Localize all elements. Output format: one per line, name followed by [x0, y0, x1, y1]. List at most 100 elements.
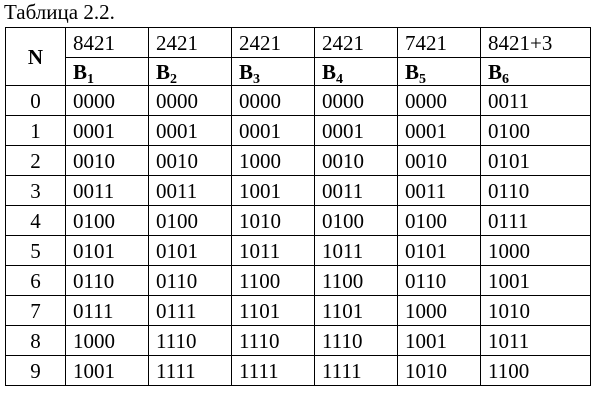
code-cell: 0111: [65, 295, 149, 326]
code-name-header: B4: [314, 57, 398, 86]
code-cell: 0111: [480, 205, 591, 236]
code-cell: 1011: [314, 235, 398, 266]
weight-header: 8421+3: [480, 27, 591, 58]
code-name-header: B1: [65, 57, 149, 86]
code-cell: 1100: [480, 355, 591, 386]
code-cell: 1110: [314, 325, 398, 356]
code-subscript: 4: [336, 71, 344, 86]
code-letter: B: [488, 59, 503, 84]
code-letter: B: [239, 59, 254, 84]
code-cell: 1111: [148, 355, 232, 386]
n-column-header: N: [5, 27, 66, 86]
table-row: 9 1001 1111 1111 1111 1010 1100: [5, 355, 591, 386]
code-cell: 1010: [397, 355, 481, 386]
row-number-cell: 8: [5, 325, 66, 356]
table-row: 5 0101 0101 1011 1011 0101 1000: [5, 235, 591, 266]
code-cell: 0100: [480, 115, 591, 146]
code-cell: 0011: [314, 175, 398, 206]
code-letter: B: [405, 59, 420, 84]
code-cell: 0001: [65, 115, 149, 146]
code-cell: 0011: [148, 175, 232, 206]
weight-header: 8421: [65, 27, 149, 58]
code-cell: 1111: [314, 355, 398, 386]
code-name-header: B5: [397, 57, 481, 86]
code-cell: 1110: [231, 325, 315, 356]
weight-header: 2421: [148, 27, 232, 58]
code-cell: 1010: [480, 295, 591, 326]
row-number-cell: 5: [5, 235, 66, 266]
code-cell: 1000: [480, 235, 591, 266]
code-subscript: 2: [170, 71, 178, 86]
code-subscript: 6: [502, 71, 510, 86]
row-number-cell: 3: [5, 175, 66, 206]
code-cell: 1110: [148, 325, 232, 356]
code-name-header: B2: [148, 57, 232, 86]
code-cell: 1101: [231, 295, 315, 326]
code-subscript: 1: [87, 71, 95, 86]
code-cell: 0100: [397, 205, 481, 236]
code-subscript: 3: [253, 71, 261, 86]
code-letter: B: [156, 59, 171, 84]
header-row-weights: N 8421 2421 2421 2421 7421 8421+3: [5, 27, 591, 86]
code-subscript: 5: [419, 71, 427, 86]
code-cell: 0000: [231, 85, 315, 116]
code-cell: 0000: [148, 85, 232, 116]
code-cell: 0001: [231, 115, 315, 146]
code-cell: 0000: [314, 85, 398, 116]
code-cell: 0101: [148, 235, 232, 266]
header-row-codes: B1 B2 B3 B4 B5 B6: [6, 57, 591, 86]
table-row: 3 0011 0011 1001 0011 0011 0110: [5, 175, 591, 206]
code-cell: 1100: [231, 265, 315, 296]
code-cell: 1000: [231, 145, 315, 176]
code-cell: 1000: [397, 295, 481, 326]
code-cell: 1100: [314, 265, 398, 296]
code-cell: 1101: [314, 295, 398, 326]
code-cell: 0000: [65, 85, 149, 116]
code-cell: 0010: [65, 145, 149, 176]
code-name-header: B3: [231, 57, 315, 86]
code-letter: B: [73, 59, 88, 84]
code-cell: 1011: [480, 325, 591, 356]
code-cell: 0010: [148, 145, 232, 176]
row-number-cell: 2: [5, 145, 66, 176]
code-cell: 0110: [148, 265, 232, 296]
table-row: 6 0110 0110 1100 1100 0110 1001: [5, 265, 591, 296]
code-cell: 0101: [65, 235, 149, 266]
code-cell: 0100: [148, 205, 232, 236]
code-cell: 0110: [480, 175, 591, 206]
row-number-cell: 9: [5, 355, 66, 386]
code-cell: 1001: [480, 265, 591, 296]
code-cell: 1001: [231, 175, 315, 206]
code-cell: 0010: [314, 145, 398, 176]
table-row: 2 0010 0010 1000 0010 0010 0101: [5, 145, 591, 176]
code-letter: B: [322, 59, 337, 84]
code-cell: 1111: [231, 355, 315, 386]
code-cell: 0101: [480, 145, 591, 176]
code-cell: 1010: [231, 205, 315, 236]
row-number-cell: 7: [5, 295, 66, 326]
code-cell: 1001: [397, 325, 481, 356]
code-table: N 8421 2421 2421 2421 7421 8421+3 B1 B2 …: [5, 27, 591, 386]
row-number-cell: 4: [5, 205, 66, 236]
code-name-header: B6: [480, 57, 591, 86]
code-cell: 0100: [65, 205, 149, 236]
code-cell: 0110: [65, 265, 149, 296]
row-number-cell: 0: [5, 85, 66, 116]
code-cell: 1001: [65, 355, 149, 386]
weight-header: 7421: [397, 27, 481, 58]
row-number-cell: 1: [5, 115, 66, 146]
row-number-cell: 6: [5, 265, 66, 296]
code-cell: 1011: [231, 235, 315, 266]
table-row: 7 0111 0111 1101 1101 1000 1010: [5, 295, 591, 326]
table-row: 4 0100 0100 1010 0100 0100 0111: [5, 205, 591, 236]
code-cell: 0011: [65, 175, 149, 206]
code-cell: 0110: [397, 265, 481, 296]
weight-header: 2421: [231, 27, 315, 58]
code-cell: 0101: [397, 235, 481, 266]
table-caption: Таблица 2.2.: [4, 0, 115, 24]
code-cell: 0011: [480, 85, 591, 116]
weight-header: 2421: [314, 27, 398, 58]
code-cell: 0001: [314, 115, 398, 146]
code-cell: 0011: [397, 175, 481, 206]
table-row: 1 0001 0001 0001 0001 0001 0100: [5, 115, 591, 146]
